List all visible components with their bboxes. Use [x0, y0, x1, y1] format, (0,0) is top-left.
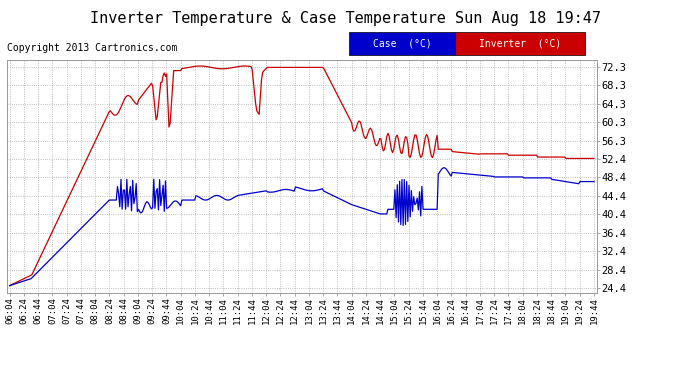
- Text: Inverter  (°C): Inverter (°C): [479, 39, 561, 49]
- FancyBboxPatch shape: [349, 32, 455, 56]
- FancyBboxPatch shape: [455, 32, 585, 56]
- Text: Copyright 2013 Cartronics.com: Copyright 2013 Cartronics.com: [7, 43, 177, 53]
- Text: Case  (°C): Case (°C): [373, 39, 431, 49]
- Text: Inverter Temperature & Case Temperature Sun Aug 18 19:47: Inverter Temperature & Case Temperature …: [90, 11, 600, 26]
